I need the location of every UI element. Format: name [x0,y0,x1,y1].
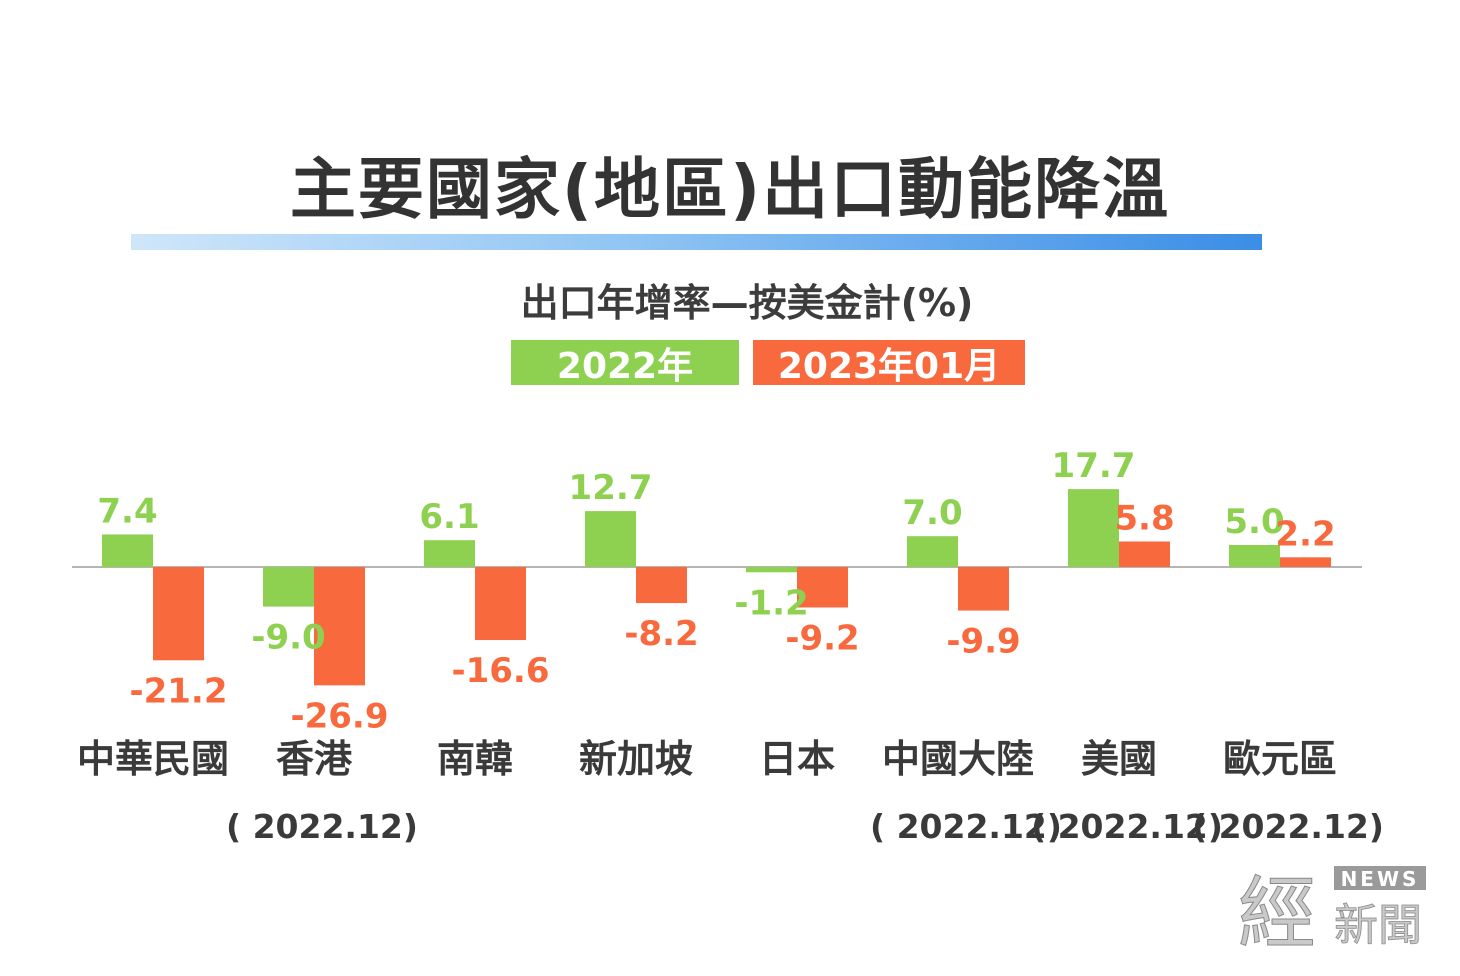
category-label-5: 中國大陸 [882,737,1034,781]
bar-2022-6 [1068,489,1119,567]
category-label-6: 美國 [1081,737,1157,781]
value-label-2022-0: 7.4 [97,491,157,531]
bar-2022-4 [746,567,797,573]
chart-main-title: 主要國家(地區)出口動能降溫 [289,151,1171,228]
value-label-2022-7: 5.0 [1224,502,1284,542]
watermark-news-tag: NEWS [1341,867,1420,891]
legend-item-2022: 2022年 [511,340,739,387]
value-label-2022-6: 17.7 [1052,446,1136,486]
category-note-7: ( 2022.12) [1192,807,1384,846]
watermark-news-tag-bg [1334,866,1426,890]
value-label-2022-1: -9.0 [251,618,325,658]
bar-2022-0 [102,534,153,567]
value-label-2022-2: 6.1 [419,497,479,537]
value-label-2023-01-0: -21.2 [130,671,228,711]
bar-2023-01-7 [1280,557,1331,567]
bar-2022-7 [1229,545,1280,567]
category-label-2: 南韓 [437,737,513,781]
bar-2023-01-2 [475,567,526,641]
bar-2022-3 [585,511,636,567]
watermark-small-glyphs: 新聞 [1334,900,1422,946]
category-label-3: 新加坡 [579,737,693,781]
watermark-logo: 經 NEWS 新聞 [1238,866,1426,946]
legend-item-2023-01: 2023年01月 [753,340,1025,387]
title-gradient-rule [131,234,1262,250]
bar-2023-01-1 [314,567,365,686]
bar-2023-01-6 [1119,541,1170,567]
category-note-5: ( 2022.12) [870,807,1062,846]
watermark-big-glyph: 經 [1238,869,1316,946]
bar-2023-01-5 [958,567,1009,611]
category-note-1: ( 2022.12) [226,807,418,846]
legend-label-2022: 2022年 [556,345,694,387]
category-label-0: 中華民國 [77,737,229,781]
value-label-2023-01-4: -9.2 [785,618,859,658]
category-label-7: 歐元區 [1223,737,1337,781]
bar-2022-5 [907,536,958,567]
value-label-2023-01-3: -8.2 [624,614,698,654]
category-label-1: 香港 [276,737,353,781]
legend-label-2023-01: 2023年01月 [777,345,1001,387]
value-label-2022-3: 12.7 [569,468,653,508]
bar-2023-01-0 [153,567,204,661]
bar-2022-1 [263,567,314,607]
category-label-4: 日本 [759,737,835,781]
bar-2022-2 [424,540,475,567]
chart-subtitle: 出口年增率—按美金計(%) [520,281,974,325]
value-label-2022-4: -1.2 [734,583,808,623]
value-label-2022-5: 7.0 [902,493,962,533]
value-label-2023-01-2: -16.6 [452,651,550,691]
bar-2023-01-4 [797,567,848,608]
value-label-2023-01-6: 5.8 [1114,498,1174,538]
value-label-2023-01-5: -9.9 [946,622,1020,662]
value-label-2023-01-7: 2.2 [1275,514,1335,554]
bar-2023-01-3 [636,567,687,604]
category-note-6: ( 2022.12) [1031,807,1223,846]
value-label-2023-01-1: -26.9 [291,696,389,736]
